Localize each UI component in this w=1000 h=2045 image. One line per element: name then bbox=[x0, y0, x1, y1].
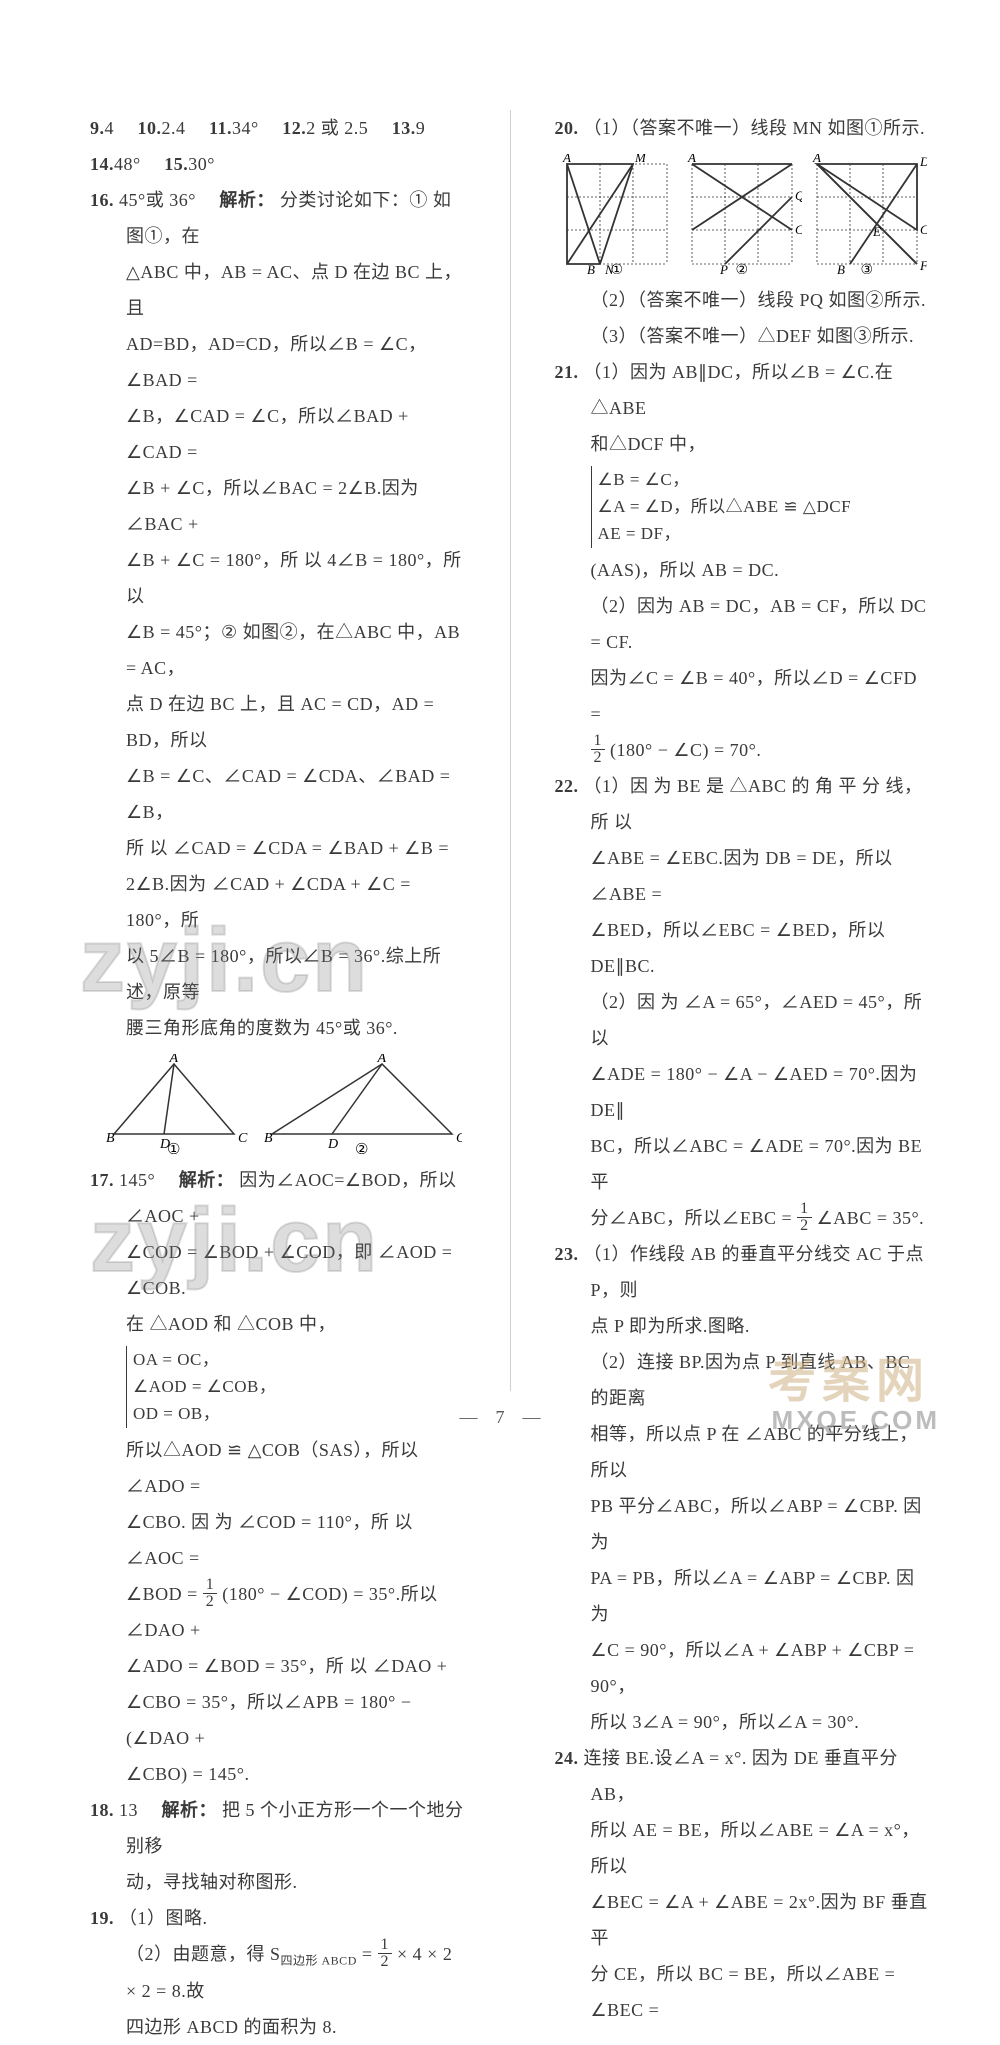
q17-line: ∠COD = ∠BOD + ∠COD，即 ∠AOD = ∠COB. bbox=[90, 1234, 466, 1306]
q23-line: ∠C = 90°，所以∠A + ∠ABP + ∠CBP = 90°， bbox=[555, 1632, 931, 1704]
svg-text:②: ② bbox=[355, 1142, 369, 1154]
q16-line: ∠B = 45°；② 如图②，在△ABC 中，AB = AC， bbox=[90, 614, 466, 686]
grid-fig-3: A D E C B F ③ bbox=[807, 154, 927, 274]
q21-line: 因为∠C = ∠B = 40°，所以∠D = ∠CFD = bbox=[555, 660, 931, 732]
q19-line: 四边形 ABCD 的面积为 8. bbox=[90, 2009, 466, 2045]
q16-line: 点 D 在边 BC 上，且 AC = CD，AD = BD，所以 bbox=[90, 686, 466, 758]
svg-text:P: P bbox=[719, 262, 728, 274]
q23-line: PB 平分∠ABC，所以∠ABP = ∠CBP. 因 为 bbox=[555, 1488, 931, 1560]
q17-line: ∠CBO = 35°，所以∠APB = 180° − (∠DAO + bbox=[90, 1684, 466, 1756]
svg-text:B: B bbox=[106, 1131, 115, 1146]
q16-line: 2∠B.因为 ∠CAD + ∠CDA + ∠C = 180°，所 bbox=[90, 866, 466, 938]
q22-line: ∠ADE = 180° − ∠A − ∠AED = 70°.因为 DE∥ bbox=[555, 1056, 931, 1128]
q23-line: 点 P 即为所求.图略. bbox=[555, 1308, 931, 1344]
svg-text:C: C bbox=[456, 1131, 462, 1146]
svg-text:D: D bbox=[919, 154, 927, 169]
q22: 22. （1）因 为 BE 是 △ABC 的 角 平 分 线，所 以 bbox=[555, 768, 931, 840]
left-column: 9.4 10.2.4 11.34° 12.2 或 2.5 13.9 14.48°… bbox=[90, 110, 466, 1391]
q21-line: (AAS)，所以 AB = DC. bbox=[555, 552, 931, 588]
q17-line: ∠CBO) = 145°. bbox=[90, 1756, 466, 1792]
q21-cases-line: 和△DCF 中， ∠B = ∠C， ∠A = ∠D，所以△ABE ≌ △DCF … bbox=[555, 426, 931, 552]
q22-line: ∠ABE = ∠EBC.因为 DB = DE，所以∠ABE = bbox=[555, 840, 931, 912]
q16-line: ∠B，∠CAD = ∠C，所以∠BAD + ∠CAD = bbox=[90, 398, 466, 470]
q23-line: 所以 3∠A = 90°，所以∠A = 30°. bbox=[555, 1704, 931, 1740]
svg-text:③: ③ bbox=[861, 263, 874, 274]
svg-text:B: B bbox=[587, 262, 595, 274]
svg-text:B: B bbox=[837, 262, 845, 274]
q20-line: （3）（答案不唯一）△DEF 如图③所示. bbox=[555, 318, 931, 354]
svg-text:A: A bbox=[168, 1054, 178, 1066]
svg-text:C: C bbox=[795, 222, 802, 237]
svg-text:A: A bbox=[376, 1054, 386, 1066]
q17-line: 所以△AOD ≌ △COB（SAS），所以∠ADO = bbox=[90, 1432, 466, 1504]
q17: 17. 145° 解析： 因为∠AOC=∠BOD，所以∠AOC + bbox=[90, 1162, 466, 1234]
q22-line: ∠BED，所以∠EBC = ∠BED，所以 DE∥BC. bbox=[555, 912, 931, 984]
q23-line: PA = PB，所以∠A = ∠ABP = ∠CBP. 因 为 bbox=[555, 1560, 931, 1632]
column-divider bbox=[510, 110, 511, 1391]
q20-figures: A M B N ① A Q C P ② bbox=[555, 154, 931, 274]
svg-text:E: E bbox=[872, 224, 881, 239]
svg-text:M: M bbox=[634, 154, 647, 165]
svg-text:C: C bbox=[238, 1131, 248, 1146]
q20: 20. （1）（答案不唯一）线段 MN 如图①所示. bbox=[555, 110, 931, 146]
answer-line-14-15: 14.48° 15.30° bbox=[90, 146, 466, 182]
svg-text:A: A bbox=[812, 154, 821, 165]
q16: 16. 45°或 36° 解析： 分类讨论如下：① 如图①，在 bbox=[90, 182, 466, 254]
q16-line: ∠B + ∠C，所以∠BAC = 2∠B.因为∠BAC + bbox=[90, 470, 466, 542]
q22-line: （2）因 为 ∠A = 65°，∠AED = 45°，所 以 bbox=[555, 984, 931, 1056]
q18-line: 动，寻找轴对称图形. bbox=[90, 1864, 466, 1900]
q16-line: 腰三角形底角的度数为 45°或 36°. bbox=[90, 1010, 466, 1046]
svg-text:A: A bbox=[687, 154, 696, 165]
svg-text:①: ① bbox=[611, 263, 624, 274]
q16-line: ∠B + ∠C = 180°，所 以 4∠B = 180°，所 以 bbox=[90, 542, 466, 614]
q23: 23. （1）作线段 AB 的垂直平分线交 AC 于点 P，则 bbox=[555, 1236, 931, 1308]
grid-fig-2: A Q C P ② bbox=[682, 154, 802, 274]
q17-line: ∠ADO = ∠BOD = 35°，所 以 ∠DAO + bbox=[90, 1648, 466, 1684]
q16-line: ∠B = ∠C、∠CAD = ∠CDA、∠BAD = ∠B， bbox=[90, 758, 466, 830]
q21: 21. （1）因为 AB∥DC，所以∠B = ∠C.在△ABE bbox=[555, 354, 931, 426]
svg-text:①: ① bbox=[167, 1142, 181, 1154]
q19: 19. （1）图略. bbox=[90, 1900, 466, 1936]
q20-line: （2）（答案不唯一）线段 PQ 如图②所示. bbox=[555, 282, 931, 318]
answer-line-9-13: 9.4 10.2.4 11.34° 12.2 或 2.5 13.9 bbox=[90, 110, 466, 146]
q19-line: （2）由题意，得 S四边形 ABCD = 12 × 4 × 2 × 2 = 8.… bbox=[90, 1936, 466, 2009]
q16-line: 以 5∠B = 180°，所以∠B = 36°.综上所述，原等 bbox=[90, 938, 466, 1010]
svg-text:D: D bbox=[327, 1137, 339, 1152]
q16-figures: A B D C ① A B D C ② bbox=[90, 1054, 466, 1154]
triangle-fig-1: A B D C ① bbox=[94, 1054, 254, 1154]
svg-text:B: B bbox=[264, 1131, 273, 1146]
q22-line: BC，所以∠ABC = ∠ADE = 70°.因为 BE 平 bbox=[555, 1128, 931, 1200]
q16-line: AD=BD，AD=CD，所以∠B = ∠C，∠BAD = bbox=[90, 326, 466, 398]
triangle-fig-2: A B D C ② bbox=[262, 1054, 462, 1154]
svg-text:C: C bbox=[920, 222, 927, 237]
svg-text:F: F bbox=[919, 258, 927, 273]
q16-line: 所 以 ∠CAD = ∠CDA = ∠BAD + ∠B = bbox=[90, 830, 466, 866]
q24-line: ∠BEC = ∠A + ∠ABE = 2x°.因为 BF 垂直平 bbox=[555, 1884, 931, 1956]
q24-line: 所以 AE = BE，所以∠ABE = ∠A = x°，所以 bbox=[555, 1812, 931, 1884]
q18: 18. 13 解析： 把 5 个小正方形一个一个地分别移 bbox=[90, 1792, 466, 1864]
page-number: — 7 — bbox=[0, 1403, 1000, 1429]
q24-line: 分 CE，所以 BC = BE，所以∠ABE = ∠BEC = bbox=[555, 1956, 931, 2028]
q21-line: 12 (180° − ∠C) = 70°. bbox=[555, 732, 931, 768]
svg-text:A: A bbox=[562, 154, 571, 165]
q22-line: 分∠ABC，所以∠EBC = 12 ∠ABC = 35°. bbox=[555, 1200, 931, 1236]
q24: 24. 连接 BE.设∠A = x°. 因为 DE 垂直平分 AB， bbox=[555, 1740, 931, 1812]
q17-line: ∠BOD = 12 (180° − ∠COD) = 35°.所以∠DAO + bbox=[90, 1576, 466, 1648]
q21-line: （2）因为 AB = DC，AB = CF，所以 DC = CF. bbox=[555, 588, 931, 660]
q16-line: △ABC 中，AB = AC、点 D 在边 BC 上，且 bbox=[90, 254, 466, 326]
q17-line: ∠CBO. 因 为 ∠COD = 110°，所 以 ∠AOC = bbox=[90, 1504, 466, 1576]
svg-text:②: ② bbox=[736, 263, 749, 274]
right-column: 20. （1）（答案不唯一）线段 MN 如图①所示. A M B N ① bbox=[555, 110, 931, 1391]
grid-fig-1: A M B N ① bbox=[557, 154, 677, 274]
svg-text:Q: Q bbox=[795, 188, 802, 203]
